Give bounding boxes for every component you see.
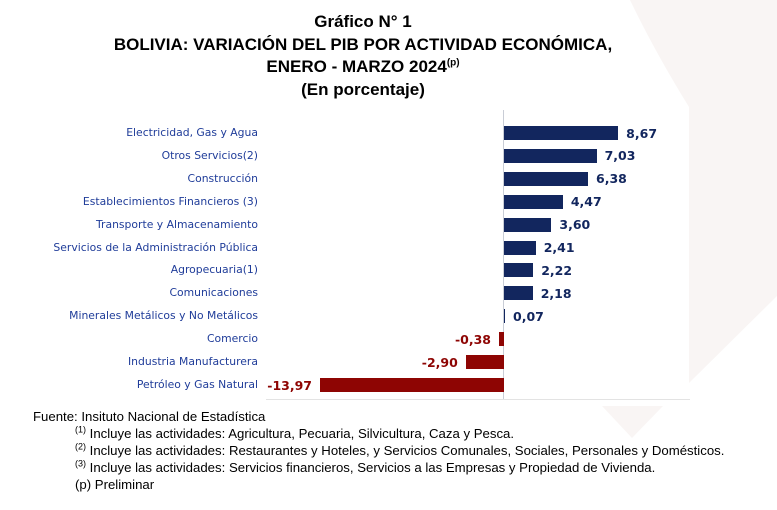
chart-title-line2: BOLIVIA: VARIACIÓN DEL PIB POR ACTIVIDAD… (113, 34, 613, 54)
category-label: Comercio (206, 332, 258, 346)
category-label: Agropecuaria(1) (170, 263, 258, 277)
bar-positive (504, 148, 597, 163)
bar-positive (504, 217, 552, 232)
bar-positive (504, 194, 563, 209)
bar-negative (465, 355, 504, 370)
category-label: Establecimientos Financieros (3) (82, 194, 258, 208)
value-label: 2,41 (543, 240, 575, 256)
value-label: -2,90 (421, 354, 458, 370)
bar-negative (498, 332, 504, 347)
value-label: -13,97 (267, 377, 313, 393)
footnote-1: (1) Incluye las actividades: Agricultura… (75, 424, 515, 441)
preliminary-superscript: (p) (446, 57, 460, 69)
chart-title-line4: (En porcentaje) (301, 79, 425, 99)
category-label: Minerales Metálicos y No Metálicos (69, 309, 258, 323)
footnote-2: (2) Incluye las actividades: Restaurante… (75, 441, 725, 458)
category-label: Petróleo y Gas Natural (136, 378, 258, 391)
value-label: 0,07 (513, 308, 544, 324)
value-label: 7,03 (604, 148, 636, 164)
bar-positive (504, 171, 589, 186)
category-label: Industria Manufacturera (127, 355, 258, 369)
value-label: -0,38 (454, 331, 491, 347)
value-label: 2,18 (540, 285, 572, 301)
category-label: Transporte y Almacenamiento (96, 217, 258, 231)
bar-positive (504, 263, 534, 278)
category-label: Comunicaciones (169, 286, 258, 300)
bar-positive (504, 126, 619, 140)
category-label: Servicios de la Administración Pública (53, 240, 258, 254)
category-label: Otros Servicios(2) (161, 148, 258, 162)
category-label: Construcción (187, 171, 258, 185)
footnote-p: (p) Preliminar (75, 477, 155, 492)
value-label: 2,22 (541, 262, 573, 278)
footnote-3: (3) Incluye las actividades: Servicios f… (75, 458, 656, 475)
zero-axis-line (503, 110, 504, 399)
value-label: 8,67 (626, 125, 658, 141)
chart-title-line3: ENERO - MARZO 2024(p) (266, 57, 460, 76)
bar-positive (504, 240, 536, 255)
footnotes: Fuente: Insituto Nacional de Estadística… (33, 408, 724, 493)
source-note: Fuente: Insituto Nacional de Estadística (33, 409, 266, 424)
bar-positive (504, 286, 533, 301)
value-label: 6,38 (596, 171, 627, 187)
value-label: 3,60 (559, 217, 591, 233)
chart-title: Gráfico N° 1 BOLIVIA: VARIACIÓN DEL PIB … (0, 11, 726, 101)
category-label: Electricidad, Gas y Agua (126, 126, 258, 139)
value-label: 4,47 (570, 194, 602, 210)
chart-title-line1: Gráfico N° 1 (314, 12, 412, 31)
bottom-axis-line (266, 399, 690, 400)
bar-positive (504, 309, 505, 324)
bar-negative (320, 378, 504, 392)
